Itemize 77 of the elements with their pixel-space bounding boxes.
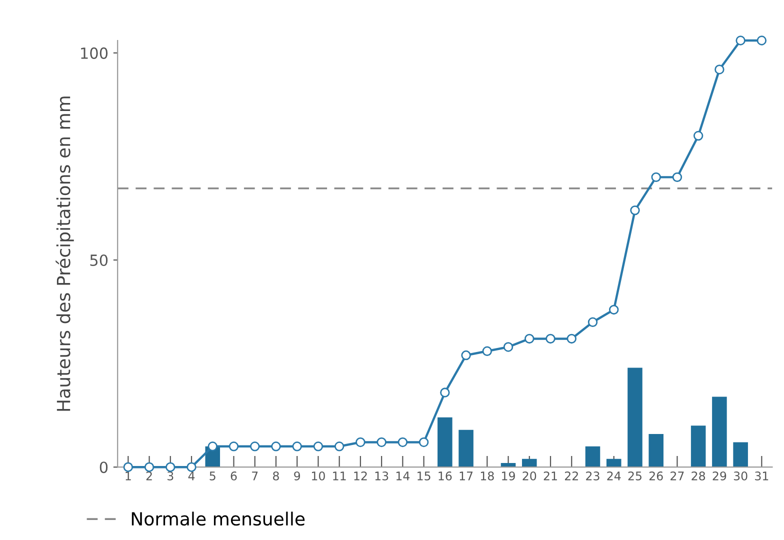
point: [186, 462, 196, 472]
y-axis-title: Hauteurs des Précipitations en mm: [56, 96, 74, 411]
point: [482, 346, 492, 356]
point: [440, 388, 450, 398]
x-tick-label: 29: [712, 471, 726, 480]
x-tick-label: 14: [396, 472, 410, 480]
point: [546, 334, 556, 344]
point: [588, 317, 598, 327]
x-tick-label: 5: [210, 472, 216, 480]
x-tick-label: 27: [670, 471, 684, 480]
x-tick-label: 3: [168, 471, 174, 480]
point: [166, 462, 176, 472]
bar: [690, 426, 706, 468]
x-tick-label: 9: [294, 471, 300, 480]
bar: [438, 417, 452, 468]
bar: [628, 368, 642, 468]
x-tick-label: 25: [628, 471, 642, 480]
point: [123, 462, 134, 472]
point: [250, 442, 260, 452]
point: [503, 342, 514, 352]
bar: [458, 430, 474, 468]
x-tick-label: 12: [354, 471, 367, 480]
point: [356, 437, 366, 448]
x-tick-label: 31: [755, 471, 768, 480]
point: [672, 172, 682, 182]
x-tick-label: 19: [502, 471, 515, 480]
x-tick-label: 1: [126, 472, 131, 480]
point: [714, 64, 724, 74]
point: [524, 334, 534, 344]
point: [292, 442, 302, 452]
point: [144, 462, 154, 472]
point: [651, 172, 661, 182]
x-tick-label: 4: [188, 472, 195, 480]
x-tick-label: 18: [480, 471, 494, 480]
x-tick-label: 22: [564, 471, 578, 480]
bar: [522, 458, 537, 468]
x-tick-label: 17: [460, 472, 473, 480]
y-tick-label: 50: [90, 254, 108, 266]
point: [736, 36, 746, 46]
bar: [585, 446, 600, 468]
x-tick-label: 7: [252, 472, 258, 480]
point: [756, 36, 767, 46]
point: [376, 437, 386, 448]
x-tick-label: 6: [230, 471, 237, 480]
point: [418, 437, 429, 448]
point: [693, 130, 704, 141]
x-tick-label: 15: [418, 472, 430, 480]
point: [630, 205, 640, 216]
point: [208, 442, 218, 452]
x-tick-label: 11: [333, 472, 346, 480]
x-tick-label: 23: [586, 471, 600, 480]
bar: [648, 434, 664, 468]
x-tick-label: 10: [312, 471, 325, 480]
y-tick-label: 0: [100, 462, 108, 474]
x-tick-label: 16: [438, 471, 452, 480]
bar: [606, 458, 622, 468]
point: [271, 442, 281, 452]
x-tick-label: 24: [607, 471, 621, 480]
point: [313, 442, 324, 452]
bar: [733, 442, 748, 468]
point: [398, 437, 408, 448]
x-tick-label: 30: [734, 471, 748, 480]
bar: [712, 396, 727, 468]
x-tick-label: 13: [375, 471, 388, 480]
x-tick-label: 2: [146, 471, 152, 480]
legend-label: Normale mensuelle: [132, 512, 305, 526]
point: [461, 350, 471, 360]
x-tick-label: 20: [522, 471, 536, 480]
point: [334, 442, 344, 452]
point: [566, 334, 576, 344]
x-tick-label: 8: [273, 471, 279, 480]
y-tick-label: 100: [81, 47, 108, 59]
point: [228, 442, 239, 452]
x-tick-label: 21: [544, 471, 557, 480]
x-tick-label: 28: [692, 471, 706, 480]
point: [609, 304, 619, 315]
x-tick-label: 26: [649, 471, 663, 480]
